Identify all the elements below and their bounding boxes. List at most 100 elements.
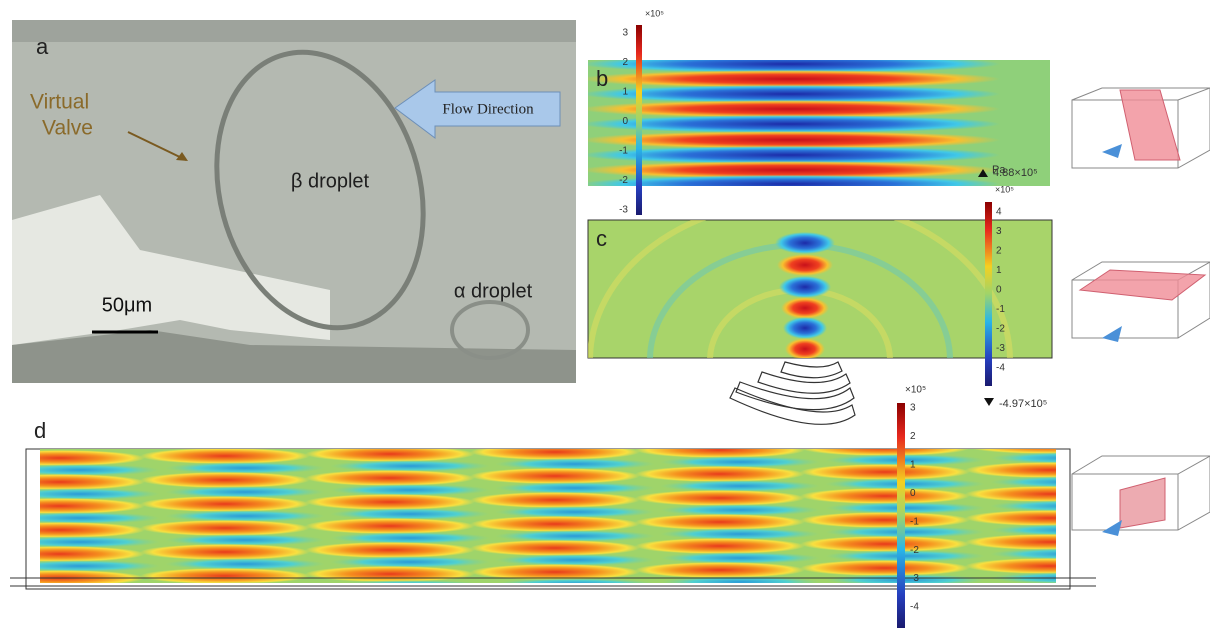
colorbar-tick-label: 2: [910, 431, 916, 442]
pressure-lobe: [470, 516, 640, 532]
alpha-droplet: [450, 300, 530, 360]
pressure-lobe: [40, 474, 145, 490]
field-pattern: [588, 60, 1000, 186]
colorbar-tick-label: 1: [996, 265, 1002, 276]
pressure-lobe: [800, 449, 970, 456]
pressure-lobe: [588, 131, 1000, 149]
pressure-lobe: [783, 317, 827, 339]
colorbar-tick-label: 3: [996, 226, 1002, 237]
pressure-lobe: [588, 115, 1000, 133]
pressure-lobe: [495, 506, 655, 518]
colorbar-tick-label: -1: [910, 516, 919, 527]
colorbar-tick-label: 2: [622, 57, 628, 68]
pressure-lobe: [495, 530, 655, 542]
pressure-lobe: [140, 544, 310, 560]
pressure-lobe: [635, 490, 805, 506]
colorbar-tick-label: -4: [910, 602, 919, 613]
pressure-lobe: [785, 338, 825, 358]
colorbar: [636, 25, 642, 215]
pressure-lobe: [965, 486, 1056, 502]
pressure-lobe: [330, 532, 490, 544]
pressure-lobe: [990, 548, 1056, 560]
droplet-label: β droplet: [291, 170, 370, 192]
pressure-lobe: [588, 70, 1000, 88]
pressure-lobe: [635, 514, 805, 530]
colorbar-tick-label: -2: [619, 175, 628, 186]
pressure-lobe: [40, 488, 160, 500]
pressure-lobe: [588, 161, 1000, 179]
channel-wall: [12, 330, 576, 383]
annotation: Virtual: [30, 91, 89, 114]
colorbar: [985, 202, 992, 386]
pressure-lobe: [588, 85, 1000, 103]
pressure-lobe: [40, 546, 145, 562]
arrowhead: [176, 152, 188, 161]
colorbar-multiplier: ×10⁵: [905, 385, 926, 396]
colorbar-tick-label: -4: [996, 363, 1005, 374]
pressure-lobe: [990, 452, 1056, 464]
pressure-lobe: [965, 510, 1056, 526]
pressure-lobe: [470, 449, 640, 460]
pressure-lobe: [496, 578, 654, 583]
field-pattern: [588, 220, 1013, 358]
box-icon: [1071, 261, 1210, 342]
colorbar-tick-label: 0: [996, 285, 1002, 296]
pressure-lobe: [140, 520, 310, 536]
panel-label: b: [596, 66, 608, 91]
colorbar-tick-label: 3: [910, 403, 916, 414]
pressure-lobe: [40, 512, 160, 524]
colorbar-tick-label: -1: [619, 146, 628, 157]
pressure-lobe: [40, 536, 160, 548]
pressure-lobe: [40, 570, 145, 583]
pressure-lobe: [800, 464, 970, 480]
pressure-lobe: [635, 538, 805, 554]
pressure-lobe: [305, 449, 475, 462]
pressure-lobe: [40, 498, 145, 514]
max-value: 4.88×10⁵: [993, 167, 1038, 179]
pressure-lobe: [470, 540, 640, 556]
beta-droplet: [214, 49, 426, 331]
pressure-lobe: [495, 458, 655, 470]
min-marker: [984, 398, 994, 406]
pressure-lobe: [140, 496, 310, 512]
pressure-lobe: [40, 450, 145, 466]
panel-b: b ×10⁵ Pa 4.88×10⁵: [588, 8, 1050, 215]
pressure-lobe: [305, 470, 475, 486]
pressure-lobe: [165, 462, 325, 474]
pressure-lobe: [140, 449, 310, 464]
pressure-lobe: [495, 554, 655, 566]
pressure-lobe: [165, 534, 325, 546]
pressure-lobe: [305, 542, 475, 558]
colorbar-tick-label: -2: [996, 324, 1005, 335]
scale-bar-label: 50μm: [102, 294, 152, 316]
flow-label: Flow Direction: [442, 101, 534, 117]
annotation-arrow: [127, 131, 187, 161]
pressure-lobe: [588, 100, 1000, 118]
pressure-lobe: [800, 536, 970, 552]
pressure-lobe: [635, 562, 805, 578]
box-icon: [1071, 455, 1210, 536]
pressure-lobe: [40, 560, 160, 572]
box-icon: [1071, 87, 1210, 169]
pressure-lobe: [305, 494, 475, 510]
unit: Pa: [992, 164, 1006, 176]
pressure-lobe: [800, 512, 970, 528]
pressure-lobe: [470, 492, 640, 508]
panel-label: c: [596, 226, 607, 251]
panel-d: d ×10⁵: [10, 385, 1096, 628]
colorbar-tick-label: -2: [910, 545, 919, 556]
pressure-lobe: [660, 480, 820, 492]
colorbar-tick-label: 0: [622, 116, 628, 127]
pressure-lobe: [779, 276, 831, 298]
flow-arrow: [394, 79, 561, 139]
box-icons: [1071, 87, 1210, 536]
min-value: -4.97×10⁵: [999, 398, 1047, 410]
colorbar-tick-label: 1: [910, 459, 916, 470]
pressure-lobe: [800, 560, 970, 576]
pressure-lobe: [775, 232, 835, 254]
pressure-lobe: [330, 460, 490, 472]
pressure-lobe: [965, 462, 1056, 478]
pressure-lobe: [635, 466, 805, 482]
pressure-lobe: [990, 500, 1056, 512]
